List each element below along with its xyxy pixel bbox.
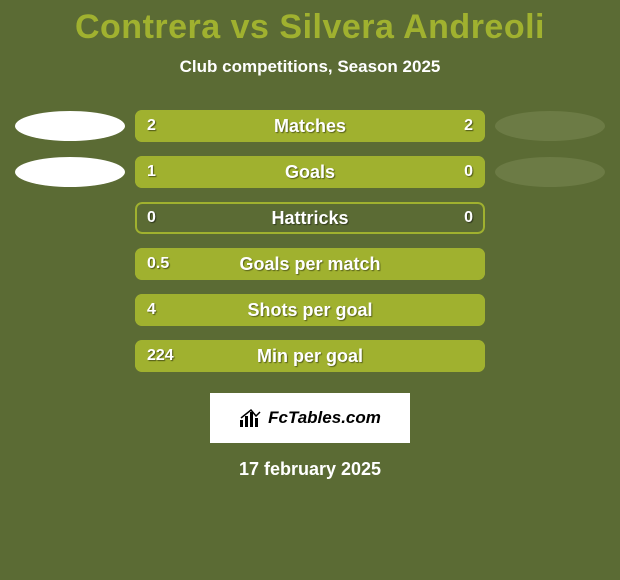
bar-fill-left	[135, 340, 485, 372]
stat-value-left: 0.5	[147, 248, 169, 280]
bar-border	[135, 202, 485, 234]
stat-value-right: 0	[464, 202, 473, 234]
stat-value-left: 4	[147, 294, 156, 326]
right-player-oval	[495, 111, 605, 141]
stat-bar: Matches22	[135, 110, 485, 142]
stat-bar: Min per goal224	[135, 340, 485, 372]
subtitle: Club competitions, Season 2025	[0, 57, 620, 77]
stat-bar: Hattricks0 0	[135, 202, 485, 234]
bar-fill-left	[135, 110, 310, 142]
stat-bar: Shots per goal4	[135, 294, 485, 326]
bar-fill-left	[135, 248, 485, 280]
page-title: Contrera vs Silvera Andreoli	[0, 0, 620, 47]
stat-row: Matches22	[0, 109, 620, 143]
stat-row: Shots per goal4	[0, 293, 620, 327]
left-player-oval	[15, 157, 125, 187]
stat-bar: Goals per match0.5	[135, 248, 485, 280]
left-player-oval	[15, 111, 125, 141]
stat-row: Goals per match0.5	[0, 247, 620, 281]
stat-row: Hattricks0 0	[0, 201, 620, 235]
logo-text: FcTables.com	[268, 408, 381, 428]
stat-row: Min per goal224	[0, 339, 620, 373]
stat-value-right: 2	[464, 110, 473, 142]
stat-value-left: 0	[147, 202, 156, 234]
right-player-oval	[495, 157, 605, 187]
chart-bars-icon	[239, 408, 263, 428]
bar-fill-left	[135, 294, 485, 326]
stat-bar: Goals10	[135, 156, 485, 188]
stat-value-left: 1	[147, 156, 156, 188]
stat-value-left: 2	[147, 110, 156, 142]
date-line: 17 february 2025	[0, 459, 620, 480]
bar-fill-right	[310, 110, 485, 142]
stat-label: Hattricks	[135, 202, 485, 234]
stat-value-right: 0	[464, 156, 473, 188]
bar-fill-left	[135, 156, 398, 188]
stat-rows: Matches22Goals10Hattricks00Goals per mat…	[0, 109, 620, 373]
comparison-infographic: Contrera vs Silvera Andreoli Club compet…	[0, 0, 620, 580]
logo-box: FcTables.com	[210, 393, 410, 443]
stat-row: Goals10	[0, 155, 620, 189]
stat-value-left: 224	[147, 340, 174, 372]
